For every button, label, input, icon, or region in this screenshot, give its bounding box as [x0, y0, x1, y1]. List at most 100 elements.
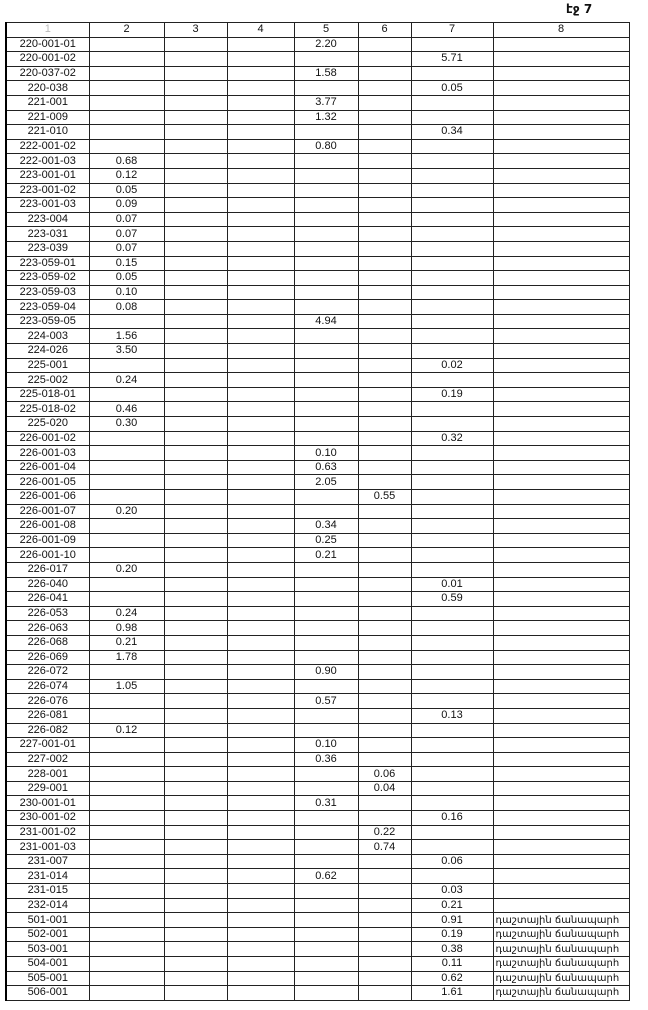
area-value-col2: [88, 532, 165, 549]
parcel-code: 223-001-01: [5, 167, 90, 184]
area-value-col6: [357, 226, 412, 242]
area-value-col5: [293, 970, 359, 987]
parcel-code: 230-001-02: [5, 810, 90, 826]
land-type-note: [492, 270, 630, 286]
area-value-col4: [226, 810, 295, 826]
area-value-col3: [163, 634, 228, 651]
area-value-col4: [226, 620, 295, 636]
land-type-note: [492, 868, 630, 885]
area-value-col5: [293, 328, 359, 345]
area-value-col4: [226, 226, 295, 242]
area-value-col3: [163, 138, 228, 155]
area-value-col4: [226, 547, 295, 563]
parcel-code: 221-001: [5, 94, 90, 111]
area-value-col5: [293, 80, 359, 96]
area-value-col7: [410, 678, 494, 695]
parcel-code: 221-010: [5, 124, 90, 140]
area-value-col3: [163, 985, 228, 1001]
area-value-col2: [88, 795, 165, 812]
area-value-col5: [293, 605, 359, 622]
area-value-col6: [357, 868, 412, 885]
area-value-col3: [163, 926, 228, 943]
area-value-col5: [293, 649, 359, 666]
area-value-col7: [410, 401, 494, 418]
area-value-col4: [226, 94, 295, 111]
parcel-code: 223-059-03: [5, 284, 90, 301]
area-value-col7: [410, 737, 494, 753]
area-value-col6: [357, 561, 412, 578]
area-value-col7: [410, 766, 494, 782]
area-value-col6: [357, 109, 412, 126]
land-type-note: [492, 810, 630, 826]
area-value-col3: [163, 897, 228, 914]
area-value-col2: 0.08: [88, 299, 165, 315]
area-value-col5: [293, 226, 359, 242]
land-type-note: [492, 299, 630, 315]
land-type-note: [492, 839, 630, 855]
parcel-code: 226-001-05: [5, 474, 90, 490]
table-row: 231-001-03 0.74: [5, 839, 630, 855]
land-type-note: [492, 634, 630, 651]
area-value-col6: [357, 474, 412, 490]
area-value-col5: [293, 912, 359, 928]
area-value-col4: [226, 167, 295, 184]
table-row: 226-001-07 0.20: [5, 503, 630, 520]
area-value-col4: [226, 459, 295, 476]
land-type-note: [492, 474, 630, 490]
table-row: 223-004 0.07: [5, 211, 630, 228]
area-value-col5: 0.10: [293, 445, 359, 461]
area-value-col5: [293, 620, 359, 636]
area-value-col2: 0.68: [88, 153, 165, 169]
parcel-code: 226-001-07: [5, 503, 90, 520]
area-value-col4: [226, 664, 295, 680]
table-row: 505-001 0.62 դաշտային ճանապարհ: [5, 970, 630, 987]
land-type-note: [492, 897, 630, 914]
parcel-code: 228-001: [5, 766, 90, 782]
area-value-col2: [88, 576, 165, 593]
area-value-col3: [163, 313, 228, 330]
area-value-col4: [226, 561, 295, 578]
table-row: 224-003 1.56: [5, 328, 630, 345]
area-value-col7: [410, 182, 494, 199]
parcel-code: 501-001: [5, 912, 90, 928]
area-value-col4: [226, 182, 295, 199]
area-value-col6: [357, 693, 412, 709]
parcel-code: 226-069: [5, 649, 90, 666]
area-value-col3: [163, 547, 228, 563]
area-value-col6: [357, 343, 412, 359]
area-value-col4: [226, 489, 295, 505]
parcel-code: 223-001-02: [5, 182, 90, 199]
area-value-col5: [293, 489, 359, 505]
area-value-col2: 0.98: [88, 620, 165, 636]
area-value-col2: [88, 926, 165, 943]
area-value-col7: [410, 284, 494, 301]
land-type-note: [492, 255, 630, 272]
column-header-1: 1: [5, 22, 90, 38]
area-value-col5: [293, 211, 359, 228]
area-value-col5: [293, 561, 359, 578]
area-value-col3: [163, 824, 228, 841]
area-value-col6: [357, 416, 412, 432]
land-type-note: [492, 138, 630, 155]
table-row: 229-001 0.04: [5, 780, 630, 797]
table-row: 220-038 0.05: [5, 80, 630, 96]
area-value-col2: 0.24: [88, 605, 165, 622]
area-value-col6: [357, 985, 412, 1001]
table-row: 226-076 0.57: [5, 693, 630, 709]
area-value-col6: [357, 956, 412, 972]
area-value-col7: [410, 620, 494, 636]
land-type-note: [492, 51, 630, 67]
table-row: 231-014 0.62: [5, 868, 630, 885]
table-row: 226-001-08 0.34: [5, 518, 630, 534]
area-value-col7: [410, 138, 494, 155]
table-row: 230-001-02 0.16: [5, 810, 630, 826]
area-value-col2: [88, 970, 165, 987]
table-row: 226-081 0.13: [5, 707, 630, 724]
land-type-note: [492, 386, 630, 403]
area-value-col7: [410, 489, 494, 505]
area-value-col7: [410, 153, 494, 169]
land-type-note: [492, 416, 630, 432]
area-value-col5: [293, 839, 359, 855]
area-value-col5: [293, 167, 359, 184]
land-type-note: [492, 591, 630, 607]
